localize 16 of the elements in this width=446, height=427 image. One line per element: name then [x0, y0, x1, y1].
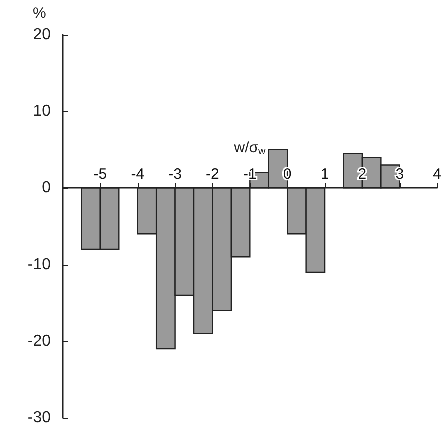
y-axis-title: % — [33, 5, 46, 22]
x-tick-label: -2 — [206, 166, 220, 184]
x-tick-label: -5 — [94, 166, 108, 184]
y-tick-label: -10 — [28, 256, 52, 274]
y-tick-label: -30 — [28, 410, 52, 426]
y-tick-label: 10 — [33, 103, 52, 120]
x-tick-label: -1 — [243, 166, 257, 184]
x-tick-label: 1 — [320, 166, 330, 184]
x-tick-label: -4 — [131, 166, 145, 184]
x-tick-label: 4 — [433, 166, 442, 184]
y-tick-label: -20 — [28, 332, 52, 350]
x-tick-label: 3 — [396, 166, 404, 184]
y-tick-label: 20 — [33, 26, 52, 44]
y-tick-label: 0 — [42, 180, 52, 197]
x-tick-label: -3 — [168, 166, 182, 184]
x-tick-label: 0 — [283, 166, 292, 184]
